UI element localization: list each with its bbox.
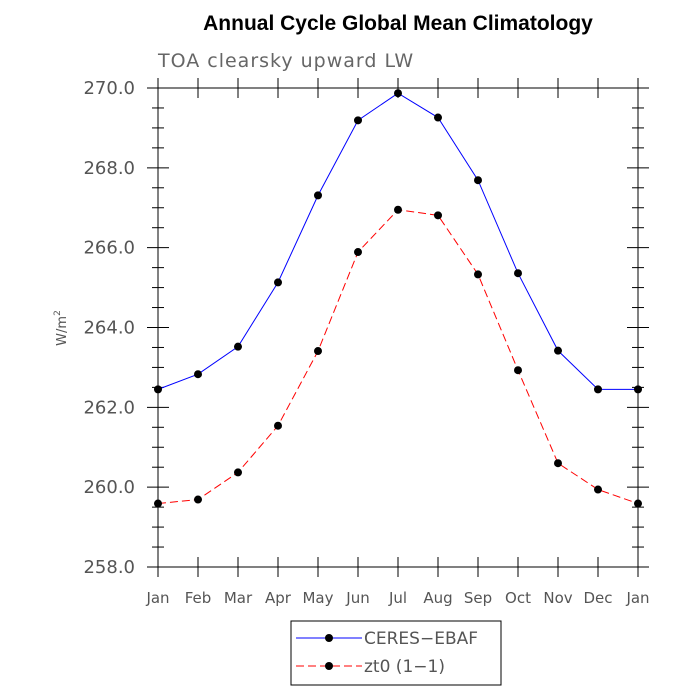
data-point <box>234 342 242 351</box>
data-point <box>354 248 362 257</box>
y-tick-label: 264.0 <box>83 318 135 339</box>
data-point <box>194 370 202 379</box>
x-tick-label: Apr <box>265 589 292 607</box>
x-tick-label: Mar <box>224 589 253 607</box>
y-tick-label: 266.0 <box>83 238 135 259</box>
data-point <box>314 347 322 356</box>
series-line-1 <box>157 209 639 505</box>
x-tick-label: May <box>302 589 333 607</box>
x-tick-label: Jun <box>345 589 369 607</box>
chart-title: Annual Cycle Global Mean Climatology <box>203 12 593 35</box>
data-point <box>234 468 242 477</box>
x-tick-label: Jan <box>145 589 169 607</box>
series-line-0 <box>157 92 638 390</box>
data-point <box>354 116 362 125</box>
data-point <box>594 385 602 394</box>
data-point <box>394 205 402 214</box>
x-tick-label: Jul <box>388 589 407 607</box>
axes: 258.0 260.0 262.0 264.0 266.0 268.0 270.0 Jan Fe… <box>83 78 650 607</box>
y-axis-label-text: W/m <box>55 316 70 346</box>
data-point <box>634 385 642 394</box>
data-point <box>434 211 442 220</box>
legend-label-0: CERES−EBAF <box>364 629 478 649</box>
legend: CERES−EBAF zt0 (1−1) <box>290 620 502 686</box>
series-0 <box>154 89 642 394</box>
data-point <box>154 385 162 394</box>
x-tick-label: Feb <box>185 589 212 607</box>
x-tick-label: Aug <box>423 589 452 607</box>
data-point <box>474 270 482 279</box>
y-axis-label: W/m2 <box>53 310 70 346</box>
data-point <box>634 499 642 508</box>
x-tick-label: Nov <box>543 589 572 607</box>
x-tick-label: Jan <box>625 589 649 607</box>
data-point <box>554 346 562 355</box>
series-layer <box>154 89 642 508</box>
data-point <box>514 366 522 375</box>
data-point <box>594 485 602 494</box>
data-point <box>194 495 202 504</box>
data-point <box>274 421 282 430</box>
x-tick-label: Oct <box>505 589 531 607</box>
data-point <box>394 89 402 98</box>
legend-box <box>290 620 502 686</box>
y-tick-label: 260.0 <box>83 477 135 498</box>
y-tick-label: 262.0 <box>83 397 135 418</box>
x-tick-label: Dec <box>583 589 612 607</box>
legend-marker-0 <box>325 634 333 642</box>
y-tick-label: 258.0 <box>83 557 135 578</box>
series-1 <box>154 205 642 508</box>
data-point <box>514 269 522 278</box>
data-point <box>434 113 442 122</box>
x-tick-label: Sep <box>464 589 492 607</box>
data-point <box>154 499 162 508</box>
data-point <box>554 459 562 468</box>
chart-subtitle: TOA clearsky upward LW <box>157 50 414 72</box>
legend-label-1: zt0 (1−1) <box>364 657 445 677</box>
data-point <box>314 191 322 200</box>
legend-marker-1 <box>325 662 333 670</box>
y-tick-label: 270.0 <box>83 78 135 99</box>
data-point <box>474 176 482 185</box>
y-axis-label-superscript: 2 <box>53 310 63 316</box>
y-tick-label: 268.0 <box>83 158 135 179</box>
plot-frame <box>157 87 639 568</box>
data-point <box>274 278 282 287</box>
